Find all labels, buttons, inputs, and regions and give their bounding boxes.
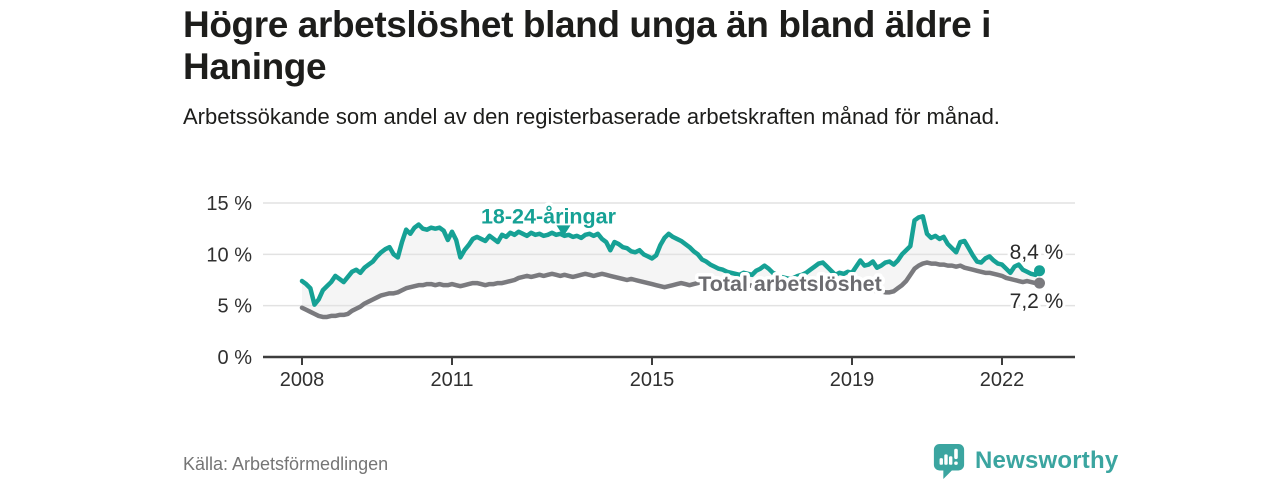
x-axis-label: 2015 (630, 369, 675, 391)
series-endpoint-dot-youth (1034, 265, 1045, 277)
series-label-youth: 18-24-åringar (481, 205, 617, 229)
x-axis-label: 2008 (280, 369, 325, 391)
y-axis-label: 15 % (206, 193, 252, 215)
x-axis-label: 2019 (830, 369, 875, 391)
series-line-total (299, 260, 1042, 320)
chart-title: Högre arbetslöshet bland unga än bland ä… (183, 4, 992, 87)
source-caption: Källa: Arbetsförmedlingen (183, 454, 389, 474)
end-value-label-youth: 8,4 % (1010, 241, 1064, 264)
newsworthy-logo-text: Newsworthy (975, 447, 1119, 474)
y-axis-labels: 0 % 5 % 10 % 15 % (206, 193, 252, 369)
chart-subtitle: Arbetssökande som andel av den registerb… (183, 104, 1000, 129)
chart-header: Högre arbetslöshet bland unga än bland ä… (183, 4, 1113, 131)
series-line-youth (299, 214, 1042, 307)
x-axis-ticks (301, 357, 1003, 365)
bar-chart-speech-bubble-icon (933, 444, 965, 479)
y-axis-label: 5 % (218, 296, 253, 318)
x-axis-label: 2022 (980, 369, 1025, 391)
x-axis-labels: 2008 2011 2015 2019 2022 (280, 369, 1025, 391)
series-label-total: Total arbetslöshet (698, 272, 882, 296)
arrow-down-icon (556, 225, 571, 237)
x-axis-label: 2011 (430, 369, 473, 391)
y-axis-label: 0 % (218, 347, 253, 369)
series-endpoint-dot-total (1034, 277, 1045, 289)
newsworthy-logo[interactable]: Newsworthy (932, 442, 1118, 480)
y-axis-label: 10 % (206, 244, 252, 266)
end-value-label-total: 7,2 % (1010, 290, 1064, 313)
